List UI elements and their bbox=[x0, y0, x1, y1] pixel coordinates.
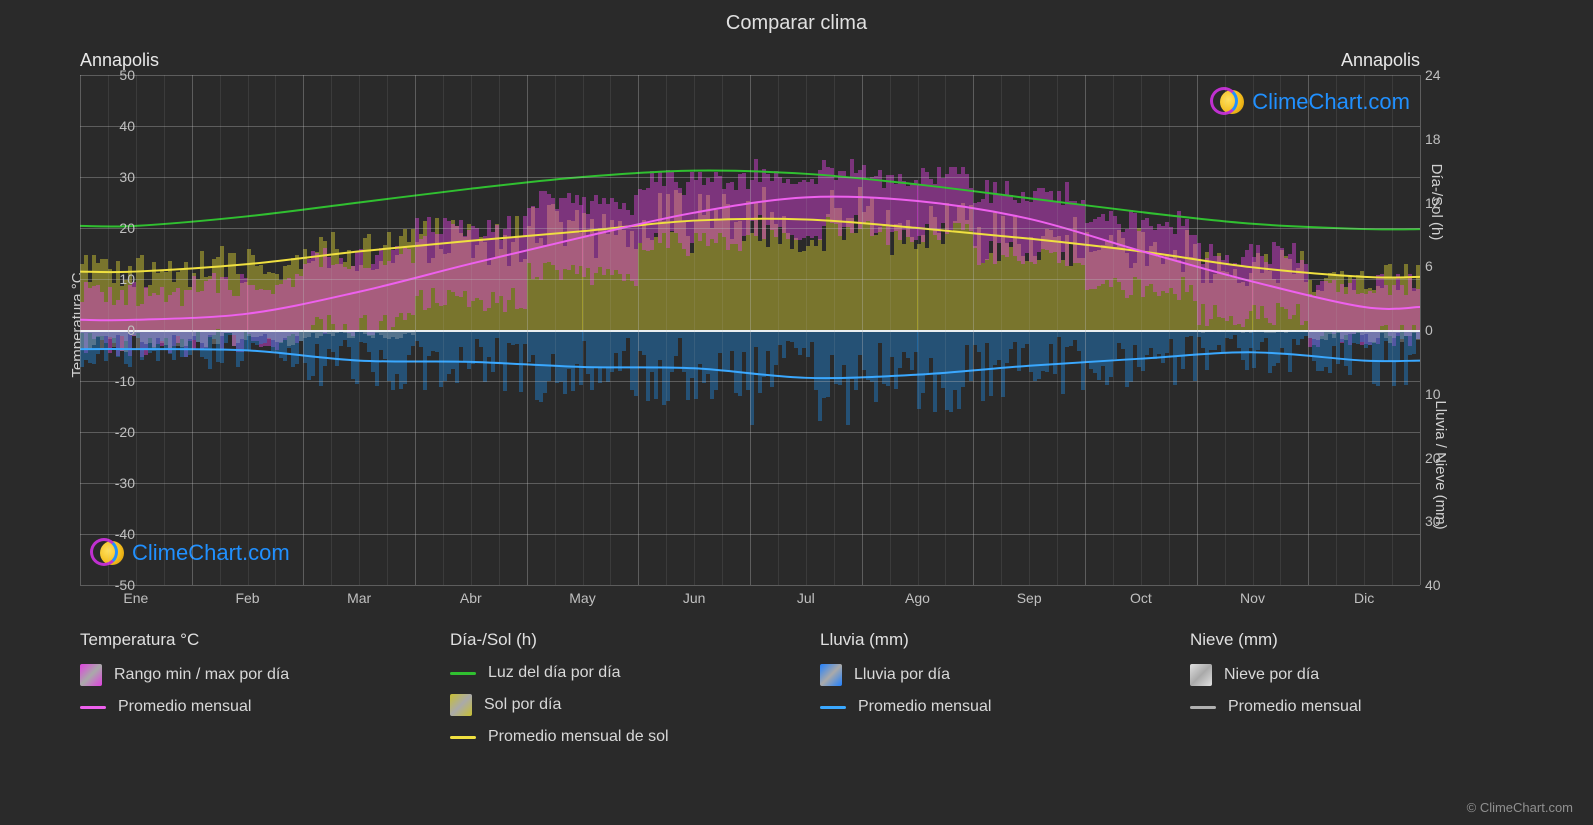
legend-item-label: Promedio mensual de sol bbox=[488, 728, 669, 746]
chart-title: Comparar clima bbox=[0, 0, 1593, 35]
chart-container: Annapolis Annapolis Temperatura °C Día-/… bbox=[80, 45, 1480, 605]
legend-group: Nieve (mm) Nieve por día Promedio mensual bbox=[1190, 630, 1520, 758]
legend-item-label: Promedio mensual bbox=[118, 698, 251, 716]
legend-item: Sol por día bbox=[450, 694, 780, 716]
y-right-tick: 10 bbox=[1425, 386, 1465, 402]
x-tick: May bbox=[569, 590, 595, 606]
legend-line-swatch bbox=[80, 706, 106, 709]
copyright: © ClimeChart.com bbox=[1467, 800, 1573, 815]
y-right-tick: 12 bbox=[1425, 195, 1465, 211]
legend-item: Lluvia por día bbox=[820, 664, 1150, 686]
y-right-tick: 40 bbox=[1425, 577, 1465, 593]
y-left-tick: 20 bbox=[95, 220, 135, 236]
y-right-tick: 24 bbox=[1425, 67, 1465, 83]
x-tick: Mar bbox=[347, 590, 371, 606]
watermark-text: ClimeChart.com bbox=[1252, 89, 1410, 115]
legend-group-title: Día-/Sol (h) bbox=[450, 630, 780, 650]
legend-item: Promedio mensual bbox=[820, 698, 1150, 716]
x-tick: Abr bbox=[460, 590, 482, 606]
legend-line-swatch bbox=[820, 706, 846, 709]
legend-item: Promedio mensual de sol bbox=[450, 728, 780, 746]
legend-swatch bbox=[820, 664, 842, 686]
y-right-tick: 18 bbox=[1425, 131, 1465, 147]
legend-group-title: Temperatura °C bbox=[80, 630, 410, 650]
legend-swatch bbox=[450, 694, 472, 716]
legend-group: Día-/Sol (h) Luz del día por día Sol por d… bbox=[450, 630, 780, 758]
legend-item-label: Promedio mensual bbox=[1228, 698, 1361, 716]
legend-group: Lluvia (mm) Lluvia por día Promedio mensua… bbox=[820, 630, 1150, 758]
y-right-tick: 0 bbox=[1425, 322, 1465, 338]
climechart-logo-icon bbox=[1210, 85, 1244, 119]
y-left-tick: 10 bbox=[95, 271, 135, 287]
legend-group: Temperatura °C Rango min / max por día Pro… bbox=[80, 630, 410, 758]
x-tick: Dic bbox=[1354, 590, 1374, 606]
legend-item: Luz del día por día bbox=[450, 664, 780, 682]
y-left-tick: -10 bbox=[95, 373, 135, 389]
watermark-top: ClimeChart.com bbox=[1210, 85, 1410, 119]
legend-item-label: Rango min / max por día bbox=[114, 666, 289, 684]
legend-swatch bbox=[1190, 664, 1212, 686]
legend-item-label: Lluvia por día bbox=[854, 666, 950, 684]
city-label-right: Annapolis bbox=[1341, 50, 1420, 71]
x-tick: Jun bbox=[683, 590, 706, 606]
y-right-tick: 6 bbox=[1425, 258, 1465, 274]
y-left-tick: 40 bbox=[95, 118, 135, 134]
y-left-tick: -40 bbox=[95, 526, 135, 542]
y-right-tick: 20 bbox=[1425, 450, 1465, 466]
y-left-tick: 0 bbox=[95, 322, 135, 338]
legend-item-label: Promedio mensual bbox=[858, 698, 991, 716]
legend-item-label: Luz del día por día bbox=[488, 664, 621, 682]
legend-group-title: Nieve (mm) bbox=[1190, 630, 1520, 650]
y-left-tick: -20 bbox=[95, 424, 135, 440]
legend-item-label: Sol por día bbox=[484, 696, 561, 714]
x-tick: Oct bbox=[1130, 590, 1152, 606]
watermark-text: ClimeChart.com bbox=[132, 540, 290, 566]
x-tick: Sep bbox=[1017, 590, 1042, 606]
legend-swatch bbox=[80, 664, 102, 686]
x-tick: Ago bbox=[905, 590, 930, 606]
y-left-tick: -30 bbox=[95, 475, 135, 491]
plot-area: ClimeChart.com ClimeChart.com bbox=[80, 75, 1420, 585]
x-tick: Feb bbox=[235, 590, 259, 606]
y-left-tick: 50 bbox=[95, 67, 135, 83]
legend-line-swatch bbox=[450, 736, 476, 739]
legend-item: Promedio mensual bbox=[80, 698, 410, 716]
legend-item-label: Nieve por día bbox=[1224, 666, 1319, 684]
legend: Temperatura °C Rango min / max por día Pro… bbox=[80, 630, 1520, 758]
x-tick: Jul bbox=[797, 590, 815, 606]
x-tick: Nov bbox=[1240, 590, 1265, 606]
y-right-tick: 30 bbox=[1425, 513, 1465, 529]
legend-item: Rango min / max por día bbox=[80, 664, 410, 686]
legend-item: Promedio mensual bbox=[1190, 698, 1520, 716]
y-left-tick: 30 bbox=[95, 169, 135, 185]
legend-item: Nieve por día bbox=[1190, 664, 1520, 686]
legend-line-swatch bbox=[1190, 706, 1216, 709]
x-tick: Ene bbox=[123, 590, 148, 606]
legend-group-title: Lluvia (mm) bbox=[820, 630, 1150, 650]
legend-line-swatch bbox=[450, 672, 476, 675]
